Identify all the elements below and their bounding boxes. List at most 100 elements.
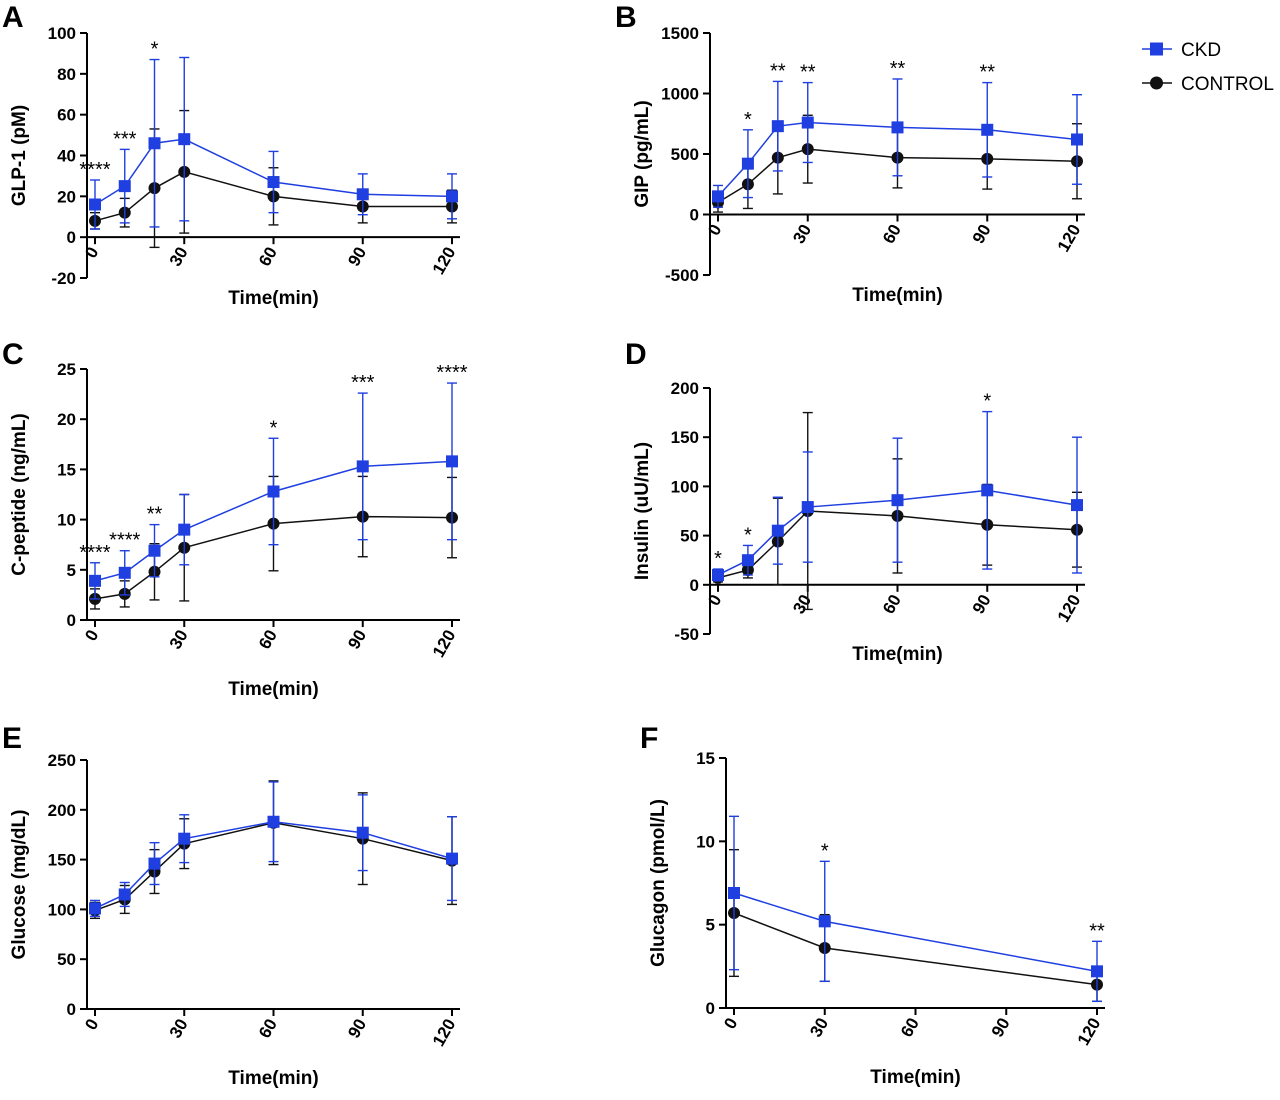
data-point-square <box>1091 965 1103 978</box>
y-tick-label: 0 <box>67 1000 76 1019</box>
significance-marker: **** <box>109 530 140 552</box>
chart-panel-d: D -50 0 50 100 150 200 0 30 60 90 120 Time(min) Insul… <box>625 338 1085 665</box>
y-axis-title: GLP-1 (pM) <box>9 105 30 206</box>
legend: CKD CONTROL <box>1142 40 1274 95</box>
data-point-square <box>356 826 369 839</box>
significance-marker: ** <box>147 504 163 526</box>
x-tick-label: 30 <box>806 1015 832 1041</box>
y-tick-label: 15 <box>57 460 76 479</box>
y-axis-title: C-peptide (ng/mL) <box>9 413 30 576</box>
x-tick-label: 30 <box>789 221 815 247</box>
y-tick-label: 1000 <box>661 85 699 104</box>
y-tick-label: 200 <box>671 379 699 398</box>
y-tick-label: 5 <box>67 561 76 580</box>
panel-letter: B <box>615 1 637 34</box>
data-point-square <box>712 568 724 581</box>
y-tick-label: 50 <box>57 950 76 969</box>
data-point-square <box>178 832 191 845</box>
x-tick-label: 120 <box>1074 1015 1105 1049</box>
data-point-square <box>818 915 831 928</box>
significance-marker: ** <box>770 60 786 82</box>
x-tick-label: 60 <box>879 591 905 617</box>
y-tick-label: 0 <box>706 999 715 1018</box>
x-axis-title: Time(min) <box>870 1067 960 1088</box>
x-tick-label: 60 <box>255 244 281 270</box>
series-ckd <box>728 815 1103 1003</box>
x-tick-label: 0 <box>704 221 725 239</box>
y-tick-label: -500 <box>665 266 699 285</box>
y-tick-label: 5 <box>706 916 715 935</box>
x-tick-label: 60 <box>255 627 281 653</box>
significance-marker: ** <box>1089 920 1105 942</box>
x-tick-label: 120 <box>429 244 460 278</box>
data-point-square <box>712 190 724 203</box>
data-point-square <box>356 188 369 201</box>
y-tick-label: 150 <box>671 428 699 447</box>
x-axis-title: Time(min) <box>228 679 318 700</box>
data-point-square <box>771 524 784 537</box>
x-tick-label: 120 <box>429 627 460 661</box>
x-tick-label: 60 <box>255 1016 281 1042</box>
y-tick-label: 0 <box>690 576 699 595</box>
x-tick-label: 0 <box>704 591 725 609</box>
x-tick-label: 90 <box>969 221 995 247</box>
significance-marker: * <box>983 391 991 413</box>
y-axis-title: Glucagon (pmol/L) <box>648 799 669 967</box>
data-point-square <box>1071 499 1083 512</box>
x-axis-title: Time(min) <box>228 1068 318 1089</box>
data-point-square <box>118 566 131 579</box>
data-point-square <box>148 544 161 557</box>
y-tick-label: -50 <box>674 625 699 644</box>
y-tick-label: 40 <box>57 147 76 166</box>
data-point-square <box>89 574 101 587</box>
data-point-square <box>728 887 740 899</box>
x-tick-label: 90 <box>988 1015 1014 1041</box>
significance-marker: * <box>744 524 752 546</box>
y-tick-label: -20 <box>51 269 76 288</box>
data-point-square <box>356 460 369 473</box>
y-tick-label: 0 <box>67 228 76 247</box>
significance-marker: *** <box>113 128 137 150</box>
data-point-square <box>148 857 161 870</box>
data-point-square <box>89 198 101 211</box>
data-point-square <box>446 852 458 865</box>
x-axis-title: Time(min) <box>852 285 942 306</box>
y-tick-label: 60 <box>57 106 76 125</box>
data-point-square <box>267 815 280 828</box>
y-tick-label: 0 <box>67 611 76 630</box>
x-tick-label: 90 <box>344 1016 370 1042</box>
series-ckd <box>712 78 1083 208</box>
y-tick-label: 200 <box>48 801 76 820</box>
data-point-square <box>89 902 101 915</box>
y-tick-label: 250 <box>48 751 76 770</box>
data-point-square <box>148 137 161 150</box>
data-point-square <box>118 180 131 193</box>
significance-marker: ** <box>800 62 816 84</box>
y-tick-label: 20 <box>57 187 76 206</box>
data-point-square <box>801 116 814 129</box>
series-control <box>728 848 1103 1003</box>
series-ckd <box>712 410 1083 582</box>
legend-item-control: CONTROL <box>1142 74 1274 95</box>
data-point-square <box>446 455 458 468</box>
x-tick-label: 90 <box>344 244 370 270</box>
y-tick-label: 20 <box>57 410 76 429</box>
y-axis-title: GIP (pg/mL) <box>632 100 653 207</box>
y-tick-label: 100 <box>671 477 699 496</box>
data-point-square <box>771 120 784 133</box>
panel-letter: A <box>2 1 24 34</box>
significance-marker: **** <box>79 159 110 181</box>
x-axis-title: Time(min) <box>228 288 318 309</box>
y-tick-label: 100 <box>48 900 76 919</box>
data-point-square <box>267 485 280 498</box>
x-tick-label: 90 <box>969 591 995 617</box>
x-tick-label: 120 <box>429 1016 460 1050</box>
y-tick-label: 1500 <box>661 24 699 43</box>
x-tick-label: 30 <box>789 591 815 617</box>
significance-marker: * <box>744 109 752 131</box>
legend-item-ckd: CKD <box>1142 40 1221 61</box>
chart-panel-b: B -500 0 500 1000 1500 0 30 60 90 120 Time(min) GIP … <box>615 1 1085 306</box>
panel-letter: C <box>2 338 24 371</box>
x-tick-label: 0 <box>81 244 102 262</box>
